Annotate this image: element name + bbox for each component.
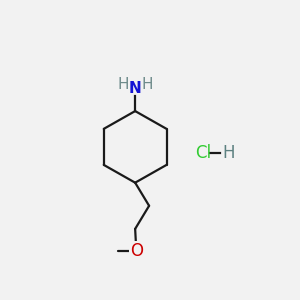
Text: H: H — [142, 77, 153, 92]
Text: N: N — [129, 81, 142, 96]
Text: H: H — [222, 144, 235, 162]
Text: H: H — [117, 77, 129, 92]
Text: O: O — [130, 242, 143, 260]
Text: Cl: Cl — [196, 144, 212, 162]
